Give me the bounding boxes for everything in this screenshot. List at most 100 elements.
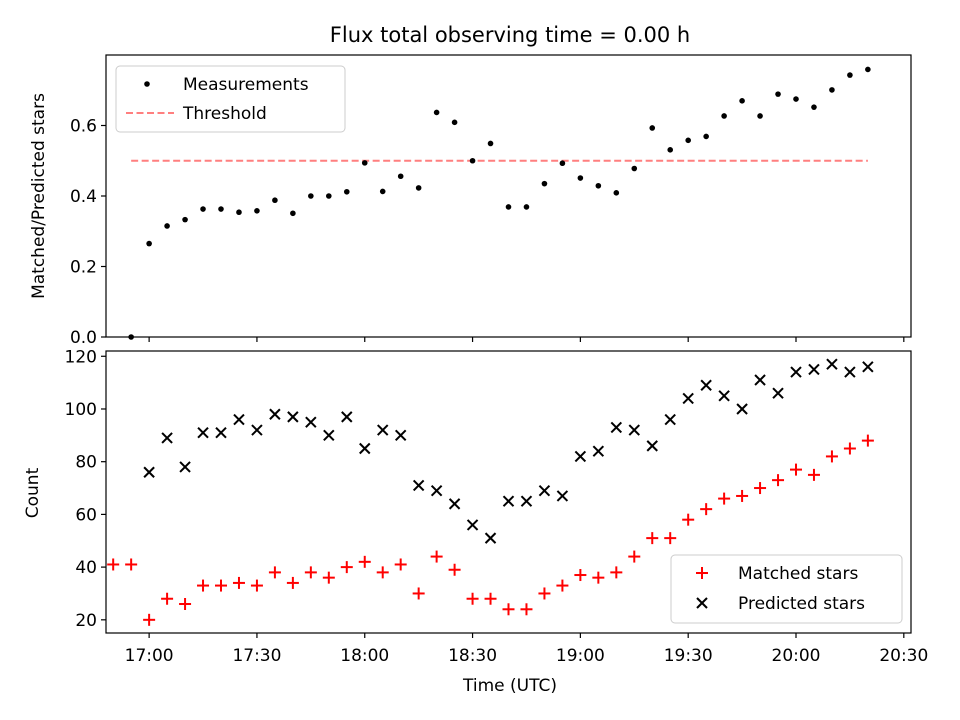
ratio-ytick-label: 0.4 bbox=[70, 187, 97, 207]
ratio-legend: Measurements Threshold bbox=[115, 65, 346, 133]
ratio-ytick-label: 0.6 bbox=[70, 117, 97, 137]
count-ytick-label: 100 bbox=[65, 400, 97, 420]
measurement-point bbox=[523, 204, 530, 210]
matched-star-point bbox=[772, 474, 785, 487]
matched-star-point bbox=[484, 592, 497, 605]
count-xtick-label: 20:30 bbox=[879, 646, 928, 666]
matched-star-point bbox=[682, 513, 695, 526]
count-ytick-label: 20 bbox=[75, 611, 97, 631]
predicted-star-point bbox=[754, 374, 766, 386]
ratio-panel: 0.0 0.2 0.4 0.6 Matched/Predicted stars Mea… bbox=[29, 54, 912, 348]
measurement-point bbox=[793, 96, 799, 102]
predicted-star-point bbox=[394, 429, 407, 442]
ratio-points-layer bbox=[128, 66, 871, 340]
matched-star-point bbox=[232, 576, 245, 589]
measurement-point bbox=[829, 87, 835, 93]
count-ytick-label: 80 bbox=[75, 453, 97, 473]
count-xtick-label: 18:00 bbox=[340, 646, 389, 666]
count-x-axis-label: Time (UTC) bbox=[462, 676, 557, 696]
measurement-point bbox=[595, 182, 602, 189]
matched-star-point bbox=[394, 558, 407, 571]
matched-star-point bbox=[215, 579, 227, 592]
figure-title: Flux total observing time = 0.00 h bbox=[330, 23, 690, 47]
predicted-star-point bbox=[233, 413, 245, 426]
measurement-point bbox=[811, 104, 817, 110]
matched-star-point bbox=[861, 434, 874, 447]
measurement-point bbox=[667, 147, 674, 153]
measurement-point bbox=[308, 193, 314, 199]
count-xtick-label: 19:00 bbox=[556, 646, 605, 666]
predicted-star-point bbox=[700, 379, 712, 391]
matched-star-point bbox=[646, 532, 659, 545]
measurement-point bbox=[379, 188, 386, 195]
matched-star-point bbox=[179, 598, 192, 611]
count-ytick-label: 40 bbox=[75, 558, 97, 578]
matched-star-point bbox=[825, 450, 838, 463]
predicted-star-point bbox=[826, 358, 838, 370]
ratio-yticks-layer: 0.0 0.2 0.4 0.6 bbox=[70, 117, 106, 348]
matched-star-point bbox=[790, 463, 802, 476]
matched-star-point bbox=[520, 603, 533, 616]
predicted-star-point bbox=[538, 484, 551, 497]
matched-star-point bbox=[843, 442, 856, 455]
matched-star-point bbox=[197, 579, 210, 592]
matched-star-point bbox=[628, 550, 641, 563]
measurement-point bbox=[577, 175, 584, 181]
matched-star-point bbox=[322, 571, 335, 584]
measurement-point bbox=[254, 208, 260, 214]
ratio-ytick-label: 0.0 bbox=[70, 328, 97, 348]
predicted-star-point bbox=[772, 387, 784, 399]
predicted-star-point bbox=[143, 466, 155, 478]
count-panel: 20 40 60 80 100 120 17:00 17:30 18:00 18:30 19:00… bbox=[23, 347, 928, 696]
measurement-point bbox=[272, 197, 278, 204]
matched-star-point bbox=[807, 468, 820, 481]
count-yticks-layer: 20 40 60 80 100 120 bbox=[65, 347, 106, 631]
measurement-point bbox=[703, 133, 709, 140]
count-y-axis-label: Count bbox=[23, 467, 43, 518]
matched-star-point bbox=[592, 571, 605, 584]
matched-star-point bbox=[718, 492, 731, 505]
ratio-ytick-label: 0.2 bbox=[70, 258, 97, 278]
measurement-point bbox=[218, 206, 224, 212]
predicted-star-point bbox=[377, 424, 389, 436]
matched-star-point bbox=[161, 592, 174, 605]
legend-matched-label: Matched stars bbox=[738, 564, 858, 584]
legend-predicted-label: Predicted stars bbox=[738, 594, 865, 614]
measurement-point bbox=[164, 223, 170, 229]
predicted-star-point bbox=[341, 411, 353, 423]
measurement-point bbox=[200, 206, 206, 212]
count-legend-box bbox=[670, 554, 903, 624]
ratio-y-axis-label: Matched/Predicted stars bbox=[29, 93, 49, 299]
measurement-point bbox=[397, 173, 404, 180]
matched-star-point bbox=[754, 482, 767, 495]
measurement-point bbox=[469, 157, 476, 164]
measurement-point bbox=[415, 185, 422, 191]
predicted-star-point bbox=[502, 495, 515, 507]
matched-star-point bbox=[700, 503, 713, 516]
predicted-star-point bbox=[359, 442, 371, 455]
predicted-star-point bbox=[736, 403, 748, 415]
measurement-point bbox=[865, 66, 871, 73]
matched-star-point bbox=[268, 566, 281, 579]
predicted-star-point bbox=[287, 411, 299, 423]
predicted-star-point bbox=[215, 426, 227, 439]
matched-star-point bbox=[340, 561, 353, 574]
predicted-star-point bbox=[269, 408, 281, 420]
predicted-star-point bbox=[574, 450, 587, 463]
predicted-star-point bbox=[484, 532, 497, 544]
count-xtick-label: 20:00 bbox=[772, 646, 821, 666]
count-axes-frame bbox=[105, 350, 912, 634]
matched-star-point bbox=[502, 603, 515, 616]
predicted-star-point bbox=[305, 416, 317, 428]
legend-predicted-marker bbox=[696, 597, 708, 609]
count-xtick-label: 17:30 bbox=[232, 646, 281, 666]
measurement-point bbox=[505, 204, 512, 210]
predicted-star-point bbox=[718, 390, 730, 402]
measurement-point bbox=[685, 137, 691, 144]
matched-star-point bbox=[286, 576, 299, 589]
predicted-star-point bbox=[610, 421, 623, 434]
measurement-point bbox=[343, 188, 350, 195]
predicted-star-point bbox=[520, 495, 533, 507]
measurement-point bbox=[721, 113, 727, 119]
